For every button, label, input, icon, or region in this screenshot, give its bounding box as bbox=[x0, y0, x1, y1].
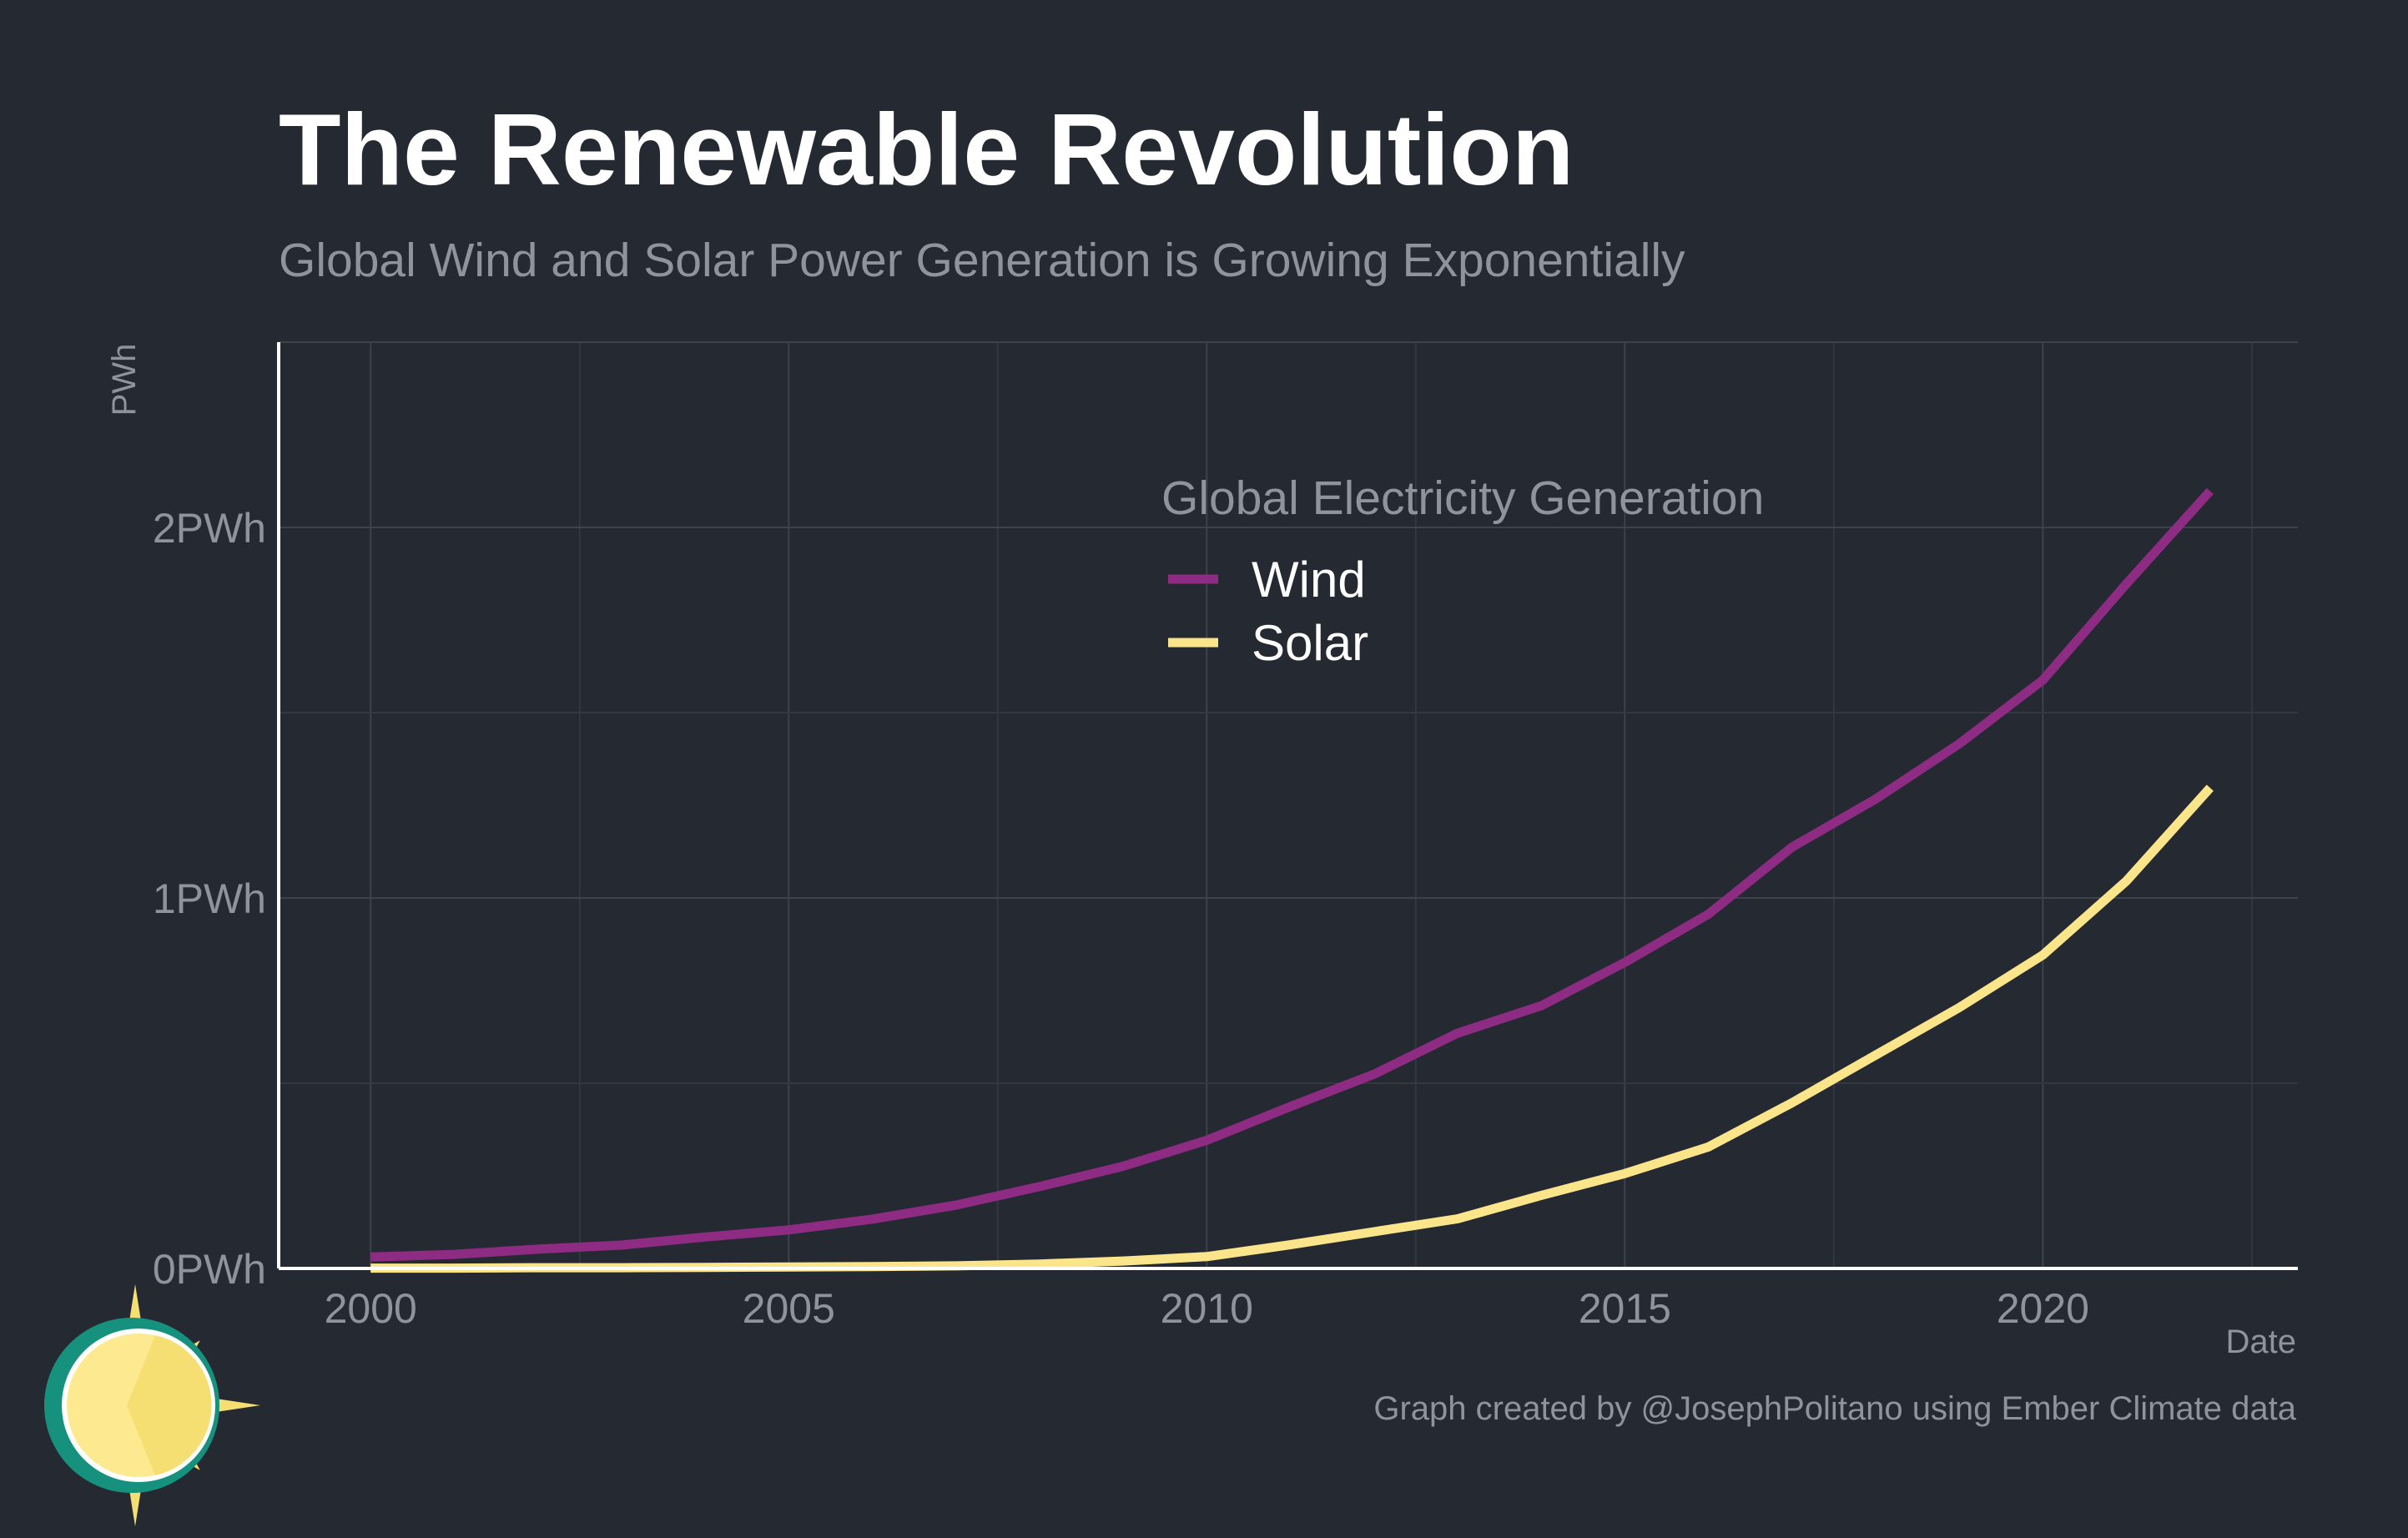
series-line-solar bbox=[370, 784, 2214, 1273]
x-tick-label: 2020 bbox=[1997, 1285, 2089, 1332]
legend-label-wind: Wind bbox=[1252, 552, 1366, 608]
chart-caption: Graph created by @JosephPolitano using E… bbox=[1373, 1390, 2296, 1427]
y-axis-label: PWh bbox=[106, 344, 143, 416]
y-tick-label: 0PWh bbox=[153, 1246, 266, 1293]
logo-sun-shade bbox=[127, 1335, 212, 1475]
x-axis-label: Date bbox=[2226, 1324, 2297, 1360]
chart-title: The Renewable Revolution bbox=[279, 93, 1574, 206]
sun-logo-icon bbox=[44, 1284, 260, 1526]
x-tick-label: 2000 bbox=[325, 1285, 417, 1332]
chart-subtitle: Global Wind and Solar Power Generation i… bbox=[279, 234, 1685, 287]
x-tick-label: 2005 bbox=[743, 1285, 835, 1332]
tick-labels: 2000 2005 2010 2015 2020 0PWh 1PWh 2PWh bbox=[153, 505, 2089, 1332]
x-tick-label: 2015 bbox=[1579, 1285, 1671, 1332]
legend-label-solar: Solar bbox=[1252, 615, 1368, 671]
legend-title: Global Electricity Generation bbox=[1161, 471, 1764, 525]
series-line-wind bbox=[370, 487, 2214, 1262]
series-lines bbox=[370, 487, 2214, 1273]
legend: Global Electricity Generation Wind Solar bbox=[1161, 471, 1764, 671]
x-tick-label: 2010 bbox=[1161, 1285, 1253, 1332]
axes bbox=[277, 342, 2298, 1270]
y-tick-label: 2PWh bbox=[153, 505, 266, 552]
y-tick-label: 1PWh bbox=[153, 875, 266, 922]
